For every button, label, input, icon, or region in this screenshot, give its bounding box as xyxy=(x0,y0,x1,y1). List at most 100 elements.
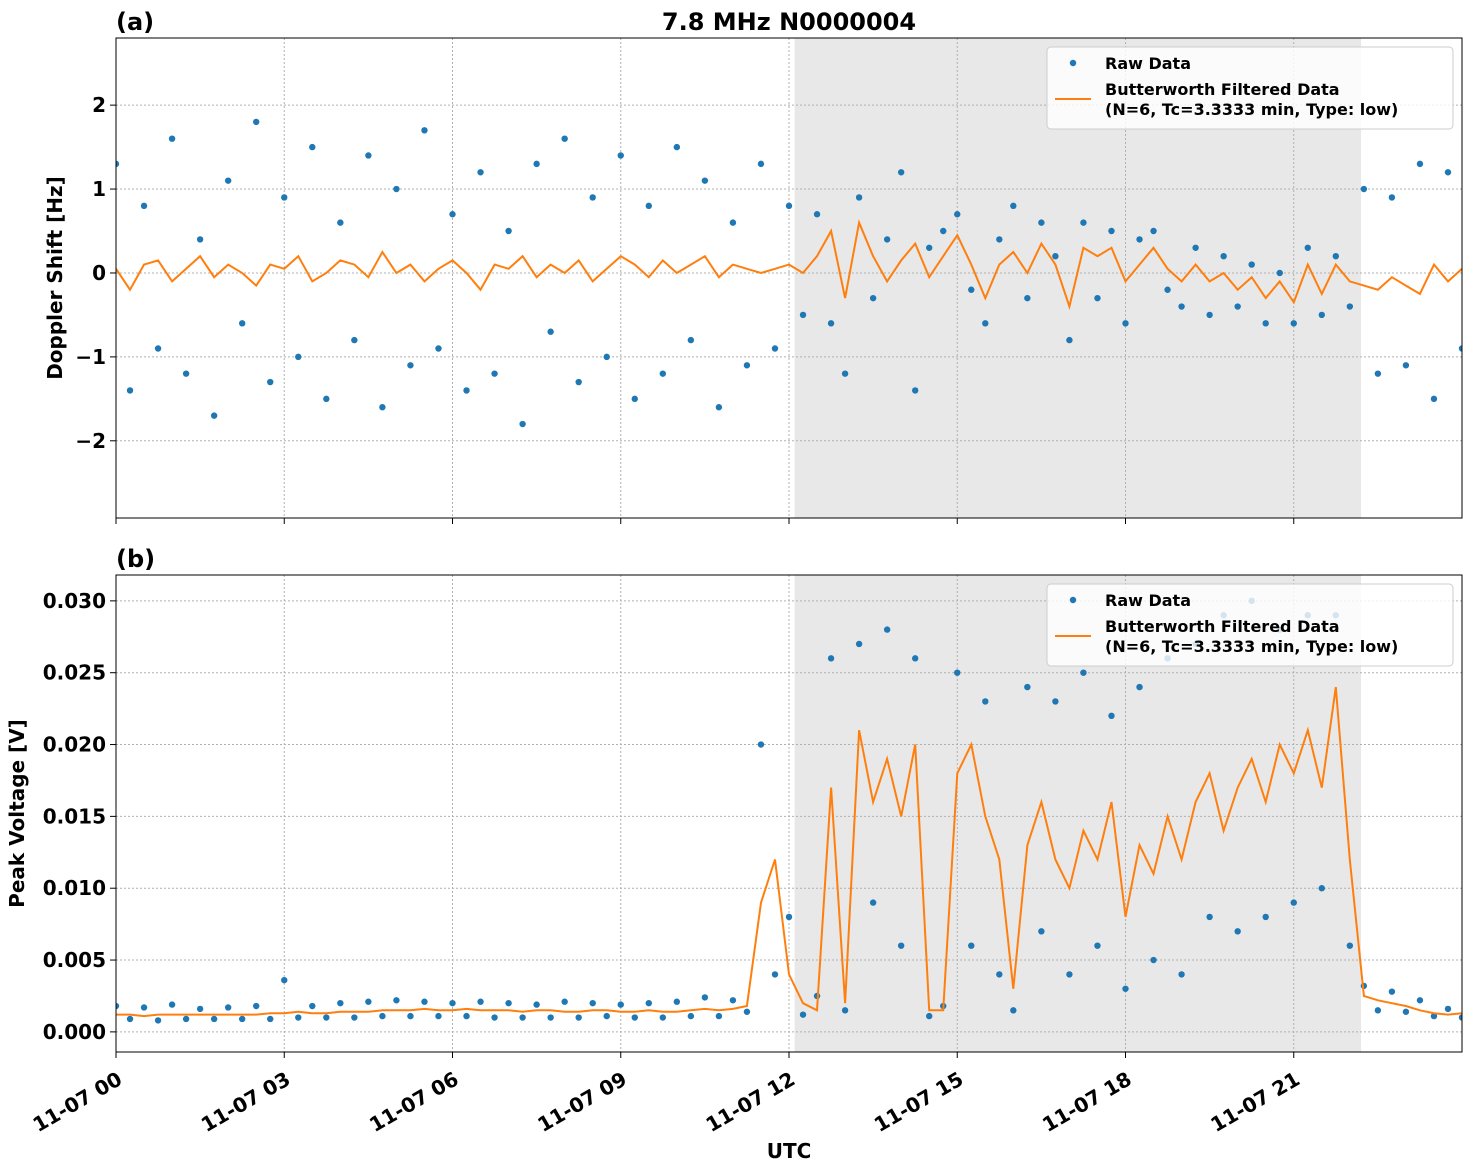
y-tick-label: 1 xyxy=(92,177,106,201)
y-tick-label: 0.020 xyxy=(43,733,106,757)
raw-data-point xyxy=(196,236,204,243)
y-tick-label: 2 xyxy=(92,93,106,117)
raw-data-point xyxy=(827,320,835,327)
raw-data-point xyxy=(1178,303,1185,310)
raw-data-point xyxy=(309,1002,316,1010)
raw-data-point xyxy=(1332,252,1340,260)
raw-data-point xyxy=(435,1012,442,1020)
raw-data-point xyxy=(519,1014,526,1021)
raw-data-point xyxy=(1402,362,1410,369)
raw-data-point xyxy=(116,160,120,168)
raw-data-point xyxy=(407,362,414,369)
filtered-line xyxy=(116,219,1462,311)
raw-data-point xyxy=(1290,320,1297,327)
raw-data-point xyxy=(407,1012,414,1020)
raw-data-point xyxy=(421,127,428,134)
raw-data-point xyxy=(295,353,302,361)
raw-data-point xyxy=(491,370,498,377)
legend-marker xyxy=(1069,596,1077,604)
raw-data-point xyxy=(126,1015,134,1023)
raw-data-point xyxy=(1262,320,1269,327)
raw-data-point xyxy=(982,320,989,327)
legend-label: Raw Data xyxy=(1105,54,1191,73)
raw-data-point xyxy=(561,998,568,1005)
raw-data-point xyxy=(1458,1014,1462,1021)
raw-data-point xyxy=(729,997,737,1004)
y-tick-label: 0.005 xyxy=(43,948,106,972)
raw-data-point xyxy=(1458,345,1462,352)
raw-data-point xyxy=(561,135,568,142)
x-axis-label: UTC xyxy=(767,1139,812,1163)
x-tick-label: 11-07 03 xyxy=(197,1067,295,1137)
raw-data-point xyxy=(954,211,961,218)
raw-data-point xyxy=(1234,928,1241,935)
raw-data-point xyxy=(911,655,919,662)
y-tick-label: 0.025 xyxy=(43,661,106,685)
raw-data-point xyxy=(337,219,344,226)
raw-data-point xyxy=(701,177,709,184)
raw-data-point xyxy=(1360,185,1368,193)
raw-data-point xyxy=(799,311,807,319)
raw-data-point xyxy=(855,640,863,648)
raw-data-point xyxy=(743,362,751,369)
legend-label: Raw Data xyxy=(1105,591,1191,610)
raw-data-point xyxy=(1444,169,1452,176)
raw-data-point xyxy=(1374,370,1382,377)
raw-data-point xyxy=(715,404,723,411)
raw-data-point xyxy=(617,152,624,159)
raw-data-point xyxy=(463,1012,470,1020)
raw-data-point xyxy=(505,227,512,235)
raw-data-point xyxy=(715,1012,723,1020)
raw-data-point xyxy=(1108,712,1115,720)
raw-data-point xyxy=(1080,669,1087,676)
y-tick-label: 0.000 xyxy=(43,1020,106,1044)
raw-data-point xyxy=(1430,1012,1438,1020)
raw-data-point xyxy=(323,1014,330,1021)
raw-data-point xyxy=(1052,252,1059,260)
raw-data-point xyxy=(1108,227,1115,235)
panel-label: (b) xyxy=(116,545,155,573)
raw-data-point xyxy=(1024,683,1031,691)
raw-data-point xyxy=(1164,286,1171,293)
chart-title: 7.8 MHz N0000004 xyxy=(662,8,916,36)
legend-label: Butterworth Filtered Data (N=6, Tc=3.3333… xyxy=(1105,617,1398,656)
raw-data-point xyxy=(940,227,947,235)
x-tick-label: 11-07 00 xyxy=(29,1067,127,1137)
raw-data-point xyxy=(449,999,456,1007)
y-axis-label: Doppler Shift [Hz] xyxy=(43,176,67,380)
raw-data-point xyxy=(1010,202,1017,210)
x-tick-label: 11-07 15 xyxy=(870,1067,968,1137)
raw-data-point xyxy=(140,1004,148,1011)
raw-data-point xyxy=(351,1014,358,1021)
raw-data-point xyxy=(238,1015,246,1023)
raw-data-point xyxy=(1416,997,1424,1004)
raw-data-point xyxy=(1066,971,1073,978)
raw-data-point xyxy=(168,135,176,142)
raw-data-point xyxy=(1080,219,1087,226)
raw-data-point xyxy=(841,1007,849,1014)
raw-data-point xyxy=(827,655,835,662)
raw-data-point xyxy=(911,387,919,394)
raw-data-point xyxy=(883,236,891,243)
raw-data-point xyxy=(379,1012,386,1020)
legend-box xyxy=(1046,46,1454,130)
raw-data-point xyxy=(323,395,330,403)
raw-data-point xyxy=(295,1014,302,1021)
raw-data-point xyxy=(785,202,793,210)
raw-data-point xyxy=(575,378,582,386)
raw-data-point xyxy=(659,1014,667,1021)
raw-data-point xyxy=(533,1001,540,1008)
raw-data-point xyxy=(393,185,400,193)
raw-data-point xyxy=(519,420,526,428)
raw-data-point xyxy=(365,998,372,1005)
raw-data-point xyxy=(1150,227,1157,235)
raw-data-point xyxy=(1150,956,1157,964)
raw-data-point xyxy=(1290,899,1297,906)
x-tick-label: 11-07 18 xyxy=(1038,1067,1136,1137)
legend-marker xyxy=(1069,59,1077,67)
raw-data-point xyxy=(533,160,540,168)
filtered-line xyxy=(116,686,1462,1018)
raw-data-point xyxy=(1234,303,1241,310)
raw-data-point xyxy=(729,219,737,226)
raw-data-point xyxy=(996,971,1003,978)
